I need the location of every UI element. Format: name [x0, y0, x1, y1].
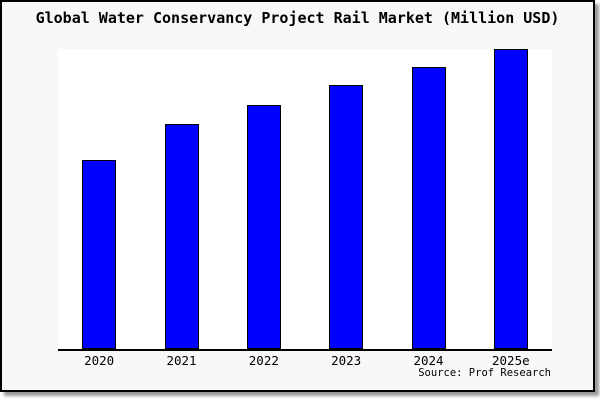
bar-2025e — [493, 49, 528, 349]
bar-2023 — [329, 85, 364, 349]
x-tick-label-2024: 2024 — [413, 353, 444, 368]
x-tick-label-2022: 2022 — [248, 353, 279, 368]
source-credit: Source: Prof Research — [418, 367, 551, 379]
chart-title: Global Water Conservancy Project Rail Ma… — [35, 9, 560, 27]
bar-2021 — [164, 124, 199, 349]
x-tick-label-2023: 2023 — [331, 353, 362, 368]
plot-area — [58, 49, 552, 351]
bar-2022 — [246, 104, 281, 349]
bar-2020 — [82, 160, 117, 349]
x-tick-label-2025e: 2025e — [492, 353, 530, 368]
x-tick-label-2020: 2020 — [84, 353, 115, 368]
bar-2024 — [411, 67, 446, 349]
x-tick-label-2021: 2021 — [166, 353, 197, 368]
